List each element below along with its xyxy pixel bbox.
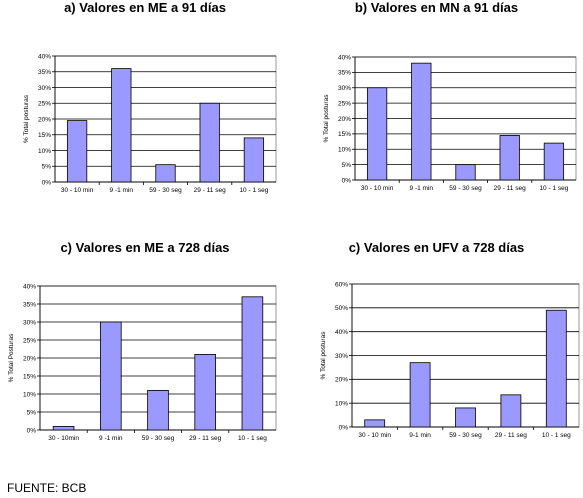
x-tick-label: 30 - 10 min [361,185,394,192]
y-tick-label: 15% [38,132,51,139]
bar [52,425,75,431]
y-tick-label: 20% [338,116,351,123]
y-tick-label: 25% [338,100,351,107]
y-tick-label: 30% [338,85,351,92]
x-tick-label: 9-1 min [409,432,431,439]
chart-title: c) Valores en ME a 728 días [60,240,230,255]
bar [155,164,176,183]
bar-chart: 0% 5% 10% 15% 20% 25% 30% 35% 40% 30 - 10 min 9 -1… [323,54,577,192]
y-tick-label: 15% [338,131,351,138]
bar [364,419,386,428]
x-tick-label: 29 - 11 seg [194,187,226,194]
source-note: FUENTE: BCB [7,481,87,495]
y-tick-label: 40% [23,283,36,290]
y-tick-label: 50% [335,305,348,312]
y-tick-label: 0% [339,424,349,431]
bar [199,102,220,183]
chart-panel-b: b) Valores en MN a 91 días 0% 5% 10% 15% 20%… [290,0,583,240]
y-tick-label: 40% [335,329,348,336]
bar [543,142,565,181]
x-tick-label: 30 - 10min [48,435,79,442]
bar [194,354,216,431]
bar-chart: 0% 10% 20% 30% 40% 50% 60% 30 - 10 min 9-1 min 59… [320,281,580,439]
chart-title: c) Valores en UFV a 728 días [348,240,525,255]
y-axis-label: % Total Posturas [8,333,15,382]
bar [455,407,476,428]
x-tick-label: 10 - 1 seg [239,187,268,194]
chart-panel-d: c) Valores en UFV a 728 días 0% 10% 20% 30%… [290,240,583,475]
x-tick-label: 10 - 1 seg [539,185,568,192]
x-tick-label: 9 -1 min [110,187,134,194]
y-tick-label: 0% [27,427,37,434]
bar [111,68,132,183]
y-tick-label: 20% [335,377,348,384]
bar [500,394,522,428]
bar [147,390,169,431]
y-tick-label: 35% [338,70,351,77]
y-tick-label: 10% [23,391,36,398]
y-axis-label: % Total posturas [320,331,327,380]
x-tick-label: 9 -1 min [410,185,434,192]
y-tick-label: 30% [335,353,348,360]
chart-title: a) Valores en ME a 91 días [64,0,226,15]
bar [100,321,122,431]
x-tick-label: 29 - 11 seg [189,435,221,442]
y-tick-label: 20% [23,355,36,362]
x-tick-label: 30 - 10 min [61,187,94,194]
y-tick-label: 10% [338,147,351,154]
bar [66,120,88,183]
y-tick-label: 60% [335,281,348,288]
x-tick-label: 59 - 30 seg [149,187,182,194]
y-tick-label: 10% [38,148,51,155]
bar-chart: 0% 5% 10% 15% 20% 25% 30% 35% 40% 30 - 10 min 9 -1… [23,53,277,194]
chart-panel-c: c) Valores en ME a 728 días 0% 5% 10% 15% 20… [0,240,290,475]
chart-panel-a: a) Valores en ME a 91 días 0% 5% 10% 15% 20%… [0,0,290,240]
bar [499,135,520,181]
y-tick-label: 15% [23,373,36,380]
x-tick-label: 29 - 11 seg [494,185,526,192]
y-tick-label: 30% [23,319,36,326]
bar-chart: 0% 5% 10% 15% 20% 25% 30% 35% 40% 30 - 10min 9 -1 … [8,283,277,442]
x-tick-label: 30 - 10 min [358,432,391,439]
y-tick-label: 25% [23,337,36,344]
y-axis-label: % Total posturas [323,94,330,143]
y-tick-label: 0% [42,179,52,186]
y-tick-label: 5% [342,162,352,169]
bar [409,362,431,428]
x-tick-label: 59 - 30 seg [449,432,482,439]
y-tick-label: 40% [338,54,351,61]
y-tick-label: 5% [42,164,52,171]
y-tick-label: 35% [38,69,51,76]
y-tick-label: 35% [23,301,36,308]
bar [366,87,388,181]
bar [411,62,432,181]
y-tick-label: 10% [335,400,348,407]
x-tick-label: 10 - 1 seg [542,432,571,439]
y-tick-label: 30% [38,85,51,92]
y-tick-label: 40% [38,53,51,60]
y-tick-label: 5% [27,409,37,416]
x-tick-label: 59 - 30 seg [142,435,175,442]
bar [241,296,264,431]
x-tick-label: 10 - 1 seg [238,435,267,442]
bar [455,164,476,181]
chart-title: b) Valores en MN a 91 días [354,0,519,15]
x-tick-label: 9 -1 min [99,435,123,442]
bar [243,137,265,183]
bar [545,309,567,428]
y-axis-label: % Total posturas [23,94,30,143]
x-tick-label: 29 - 11 seg [495,432,527,439]
y-tick-label: 0% [342,177,352,184]
y-tick-label: 25% [38,101,51,108]
y-tick-label: 20% [38,116,51,123]
x-tick-label: 59 - 30 seg [449,185,482,192]
